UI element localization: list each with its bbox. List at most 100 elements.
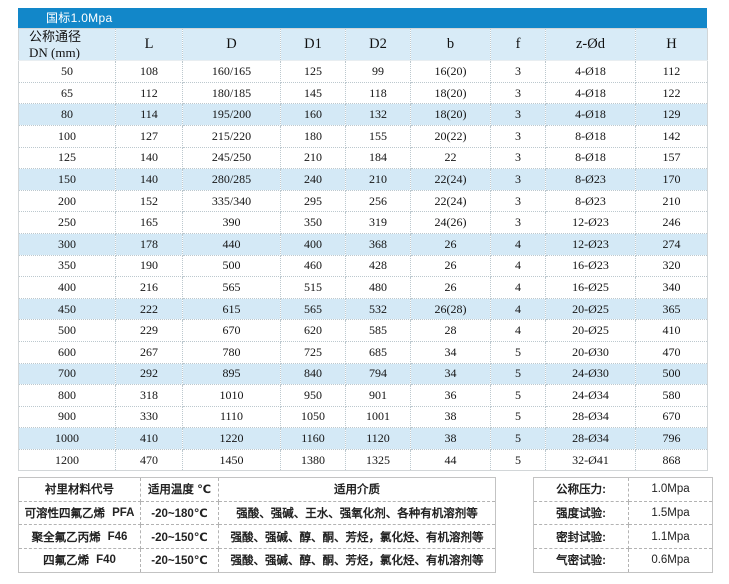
spec-cell: 780	[182, 341, 281, 364]
spec-cell: 1380	[280, 449, 346, 472]
spec-cell: 8-Ø23	[545, 168, 636, 191]
material-name-wrap: 聚全氟乙丙烯 F46	[21, 529, 138, 545]
spec-cell: 515	[280, 276, 346, 299]
spec-cell: 12-Ø23	[545, 233, 636, 256]
material-row: 四氟乙烯 F40 -20~150℃ 强酸、强碱、醇、酮、芳烃，氯化烃、有机溶剂等	[18, 548, 496, 573]
spec-cell: 26	[410, 233, 491, 256]
spec-cell: 470	[115, 449, 183, 472]
spec-cell: 585	[345, 319, 411, 342]
spec-cell: 300	[18, 233, 116, 256]
spec-cell: 34	[410, 363, 491, 386]
spec-cell: 620	[280, 319, 346, 342]
spec-cell: 400	[18, 276, 116, 299]
spec-cell: 140	[115, 168, 183, 191]
pressure-value-cell: 1.5Mpa	[628, 500, 713, 526]
pressure-row: 气密试验: 0.6Mpa	[533, 548, 713, 573]
spec-cell: 28	[410, 319, 491, 342]
spec-cell: 460	[280, 255, 346, 278]
spec-cell: 350	[280, 211, 346, 234]
material-media-cell: 强酸、强碱、醇、酮、芳烃，氯化烃、有机溶剂等	[218, 548, 496, 573]
spec-cell: 470	[635, 341, 708, 364]
table-row: 1000 410 1220 1160 1120 38 5 28-Ø34 796	[18, 427, 708, 450]
table-row: 700 292 895 840 794 34 5 24-Ø30 500	[18, 363, 708, 386]
spec-cell: 127	[115, 125, 183, 148]
spec-cell: 18(20)	[410, 82, 491, 105]
spec-cell: 32-Ø41	[545, 449, 636, 472]
spec-cell: 24(26)	[410, 211, 491, 234]
spec-cell: 184	[345, 147, 411, 170]
spec-cell: 1325	[345, 449, 411, 472]
spec-cell: 200	[18, 190, 116, 213]
spec-cell: 28-Ø34	[545, 427, 636, 450]
spec-header-row: 公称通径 DN (mm) L D D1 D2 b f z-Ød H	[18, 28, 708, 62]
spec-cell: 4	[490, 255, 546, 278]
spec-cell: 26	[410, 276, 491, 299]
material-media-cell: 强酸、强碱、醇、酮、芳烃，氯化烃、有机溶剂等	[218, 524, 496, 550]
column-header-d: D	[182, 28, 281, 62]
dn-header-line1: 公称通径	[29, 29, 82, 44]
table-row: 300 178 440 400 368 26 4 12-Ø23 274	[18, 233, 708, 256]
spec-cell: 5	[490, 384, 546, 407]
spec-cell: 160/165	[182, 60, 281, 83]
material-temp-cell: -20~180℃	[140, 500, 219, 526]
spec-cell: 132	[345, 103, 411, 126]
pressure-label-cell: 公称压力:	[533, 477, 629, 502]
materials-column-header-1: 适用温度 ℃	[140, 477, 219, 502]
pressure-label-cell: 密封试验:	[533, 524, 629, 550]
spec-cell: 1010	[182, 384, 281, 407]
material-temp-cell: -20~150℃	[140, 524, 219, 550]
column-header-d2: D2	[345, 28, 411, 62]
spec-cell: 1120	[345, 427, 411, 450]
spec-cell: 256	[345, 190, 411, 213]
material-name-wrap: 可溶性四氟乙烯 PFA	[21, 505, 138, 521]
spec-cell: 500	[182, 255, 281, 278]
spec-cell: 152	[115, 190, 183, 213]
spec-cell: 295	[280, 190, 346, 213]
spec-cell: 440	[182, 233, 281, 256]
pressure-row: 强度试验: 1.5Mpa	[533, 500, 713, 526]
materials-column-header-2: 适用介质	[218, 477, 496, 502]
spec-cell: 38	[410, 427, 491, 450]
spec-cell: 3	[490, 190, 546, 213]
lining-material-table: 衬里材料代号 适用温度 ℃ 适用介质 可溶性四氟乙烯 PFA -20~180℃ 强酸、强碱…	[18, 477, 496, 573]
table-row: 80 114 195/200 160 132 18(20) 3 4-Ø18 129	[18, 103, 708, 126]
spec-cell: 1110	[182, 406, 281, 429]
spec-cell: 157	[635, 147, 708, 170]
dimension-spec-table: 公称通径 DN (mm) L D D1 D2 b f z-Ød H 50 108 160/165 1…	[18, 28, 708, 472]
column-header-d1: D1	[280, 28, 346, 62]
spec-cell: 5	[490, 363, 546, 386]
spec-cell: 390	[182, 211, 281, 234]
spec-cell: 565	[182, 276, 281, 299]
spec-cell: 1450	[182, 449, 281, 472]
material-code: F40	[96, 554, 116, 567]
table-row: 900 330 1110 1050 1001 38 5 28-Ø34 670	[18, 406, 708, 429]
spec-cell: 150	[18, 168, 116, 191]
spec-cell: 868	[635, 449, 708, 472]
spec-cell: 250	[18, 211, 116, 234]
spec-cell: 22(24)	[410, 190, 491, 213]
pressure-label-cell: 气密试验:	[533, 548, 629, 573]
spec-cell: 532	[345, 298, 411, 321]
pressure-value-cell: 1.0Mpa	[628, 477, 713, 502]
table-row: 500 229 670 620 585 28 4 20-Ø25 410	[18, 319, 708, 342]
spec-cell: 500	[635, 363, 708, 386]
spec-cell: 24-Ø30	[545, 363, 636, 386]
spec-cell: 3	[490, 125, 546, 148]
spec-cell: 195/200	[182, 103, 281, 126]
spec-cell: 44	[410, 449, 491, 472]
spec-cell: 895	[182, 363, 281, 386]
standard-title: 国标1.0Mpa	[46, 11, 113, 25]
spec-cell: 170	[635, 168, 708, 191]
spec-cell: 180	[280, 125, 346, 148]
spec-cell: 210	[280, 147, 346, 170]
spec-cell: 1220	[182, 427, 281, 450]
table-row: 150 140 280/285 240 210 22(24) 3 8-Ø23 170	[18, 168, 708, 191]
table-row: 100 127 215/220 180 155 20(22) 3 8-Ø18 142	[18, 125, 708, 148]
spec-cell: 330	[115, 406, 183, 429]
spec-cell: 1000	[18, 427, 116, 450]
spec-cell: 125	[18, 147, 116, 170]
material-name-cell: 四氟乙烯 F40	[18, 548, 141, 573]
spec-cell: 5	[490, 427, 546, 450]
spec-cell: 350	[18, 255, 116, 278]
table-row: 450 222 615 565 532 26(28) 4 20-Ø25 365	[18, 298, 708, 321]
